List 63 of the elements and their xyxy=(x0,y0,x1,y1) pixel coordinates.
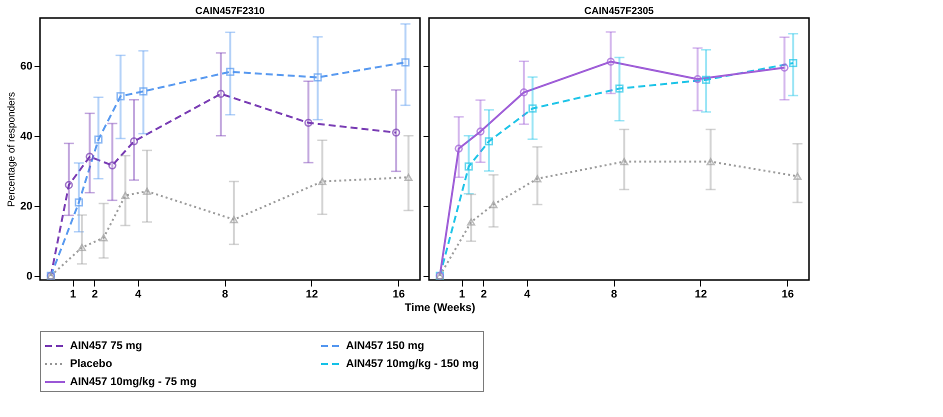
x-tick-label: 2 xyxy=(92,288,98,300)
chart-title: CAIN457F2305 xyxy=(584,6,654,17)
point xyxy=(454,144,463,153)
x-tick-label: 1 xyxy=(70,288,76,300)
x-tick-label: 1 xyxy=(459,288,466,300)
point xyxy=(520,88,528,97)
point xyxy=(226,68,234,76)
legend-label: AIN457 10mg/kg - 150 mg xyxy=(346,358,479,370)
x-tick-label: 12 xyxy=(694,288,708,300)
point xyxy=(464,162,473,171)
point xyxy=(528,104,537,113)
x-tick-label: 4 xyxy=(135,288,142,300)
point xyxy=(78,244,86,252)
point xyxy=(793,172,802,180)
legend-label: AIN457 75 mg xyxy=(70,340,142,352)
point xyxy=(615,84,624,93)
point xyxy=(304,118,312,127)
point xyxy=(139,87,148,96)
legend-label: AIN457 150 mg xyxy=(346,340,424,352)
point xyxy=(789,58,798,68)
legend-label: AIN457 10mg/kg - 75 mg xyxy=(70,376,197,388)
y-tick-label: 20 xyxy=(20,200,32,212)
point xyxy=(121,192,130,200)
point xyxy=(130,137,138,146)
y-tick-label: 0 xyxy=(26,270,32,282)
legend-label: Placebo xyxy=(70,358,112,370)
x-tick-label: 16 xyxy=(782,288,794,300)
point xyxy=(100,234,108,242)
point xyxy=(108,161,116,170)
x-tick-label: 4 xyxy=(524,288,532,300)
point xyxy=(314,73,322,82)
y-tick-label: 40 xyxy=(20,130,32,143)
point xyxy=(116,92,125,100)
point xyxy=(476,127,485,136)
x-tick-label: 12 xyxy=(306,288,318,300)
point xyxy=(392,128,400,137)
point xyxy=(216,90,225,98)
x-tick-label: 8 xyxy=(222,288,228,300)
point xyxy=(606,58,615,66)
point xyxy=(620,158,628,166)
y-axis-title: Percentage of responders xyxy=(6,92,18,208)
point xyxy=(702,76,710,84)
point xyxy=(74,198,83,207)
point xyxy=(484,137,494,146)
point xyxy=(86,152,94,161)
point xyxy=(404,174,413,181)
point xyxy=(489,200,498,208)
point xyxy=(467,218,476,226)
x-tick-label: 2 xyxy=(480,288,487,300)
chart-title: CAIN457F2310 xyxy=(195,6,266,17)
point xyxy=(64,180,73,190)
point xyxy=(401,58,410,66)
point xyxy=(706,158,715,166)
y-tick-label: 60 xyxy=(20,60,32,73)
x-tick-label: 16 xyxy=(392,288,405,300)
point xyxy=(533,175,542,182)
x-axis-title: Time (Weeks) xyxy=(404,302,476,314)
point xyxy=(694,75,702,84)
x-tick-label: 8 xyxy=(611,288,618,300)
point xyxy=(94,135,103,144)
point xyxy=(318,178,326,186)
point xyxy=(142,188,152,195)
point xyxy=(230,216,238,224)
